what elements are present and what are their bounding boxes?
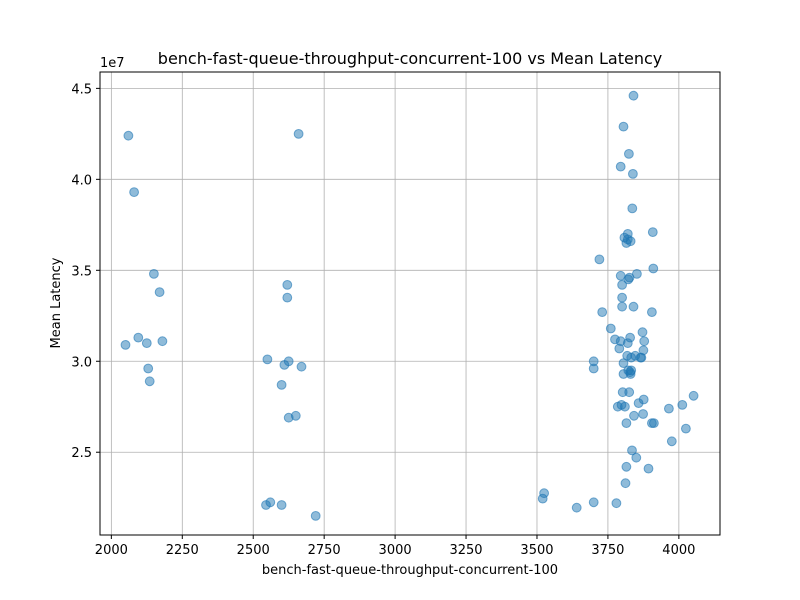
scatter-point [638,409,648,419]
scatter-point [611,498,622,509]
scatter-point [296,361,307,372]
plot-area-frame [99,71,721,536]
scatter-point [638,345,649,356]
scatter-point [290,410,301,421]
scatter-point [620,401,630,412]
scatter-point [621,418,632,429]
y-tick-label: 2.5 [71,446,92,461]
scatter-point [627,445,637,456]
scatter-point [681,423,691,434]
x-tick-label: 2250 [166,543,199,558]
scatter-point [637,327,648,338]
scatter-point [628,90,639,101]
scatter-point [625,332,635,343]
x-tick-label: 2750 [308,543,341,558]
scatter-point [133,332,144,343]
scatter-point [597,307,608,318]
scatter-point [664,403,674,414]
scatter-point [628,169,638,179]
scatter-point [627,203,638,214]
scatter-point [618,121,629,132]
scatter-point [571,502,582,513]
scatter-point [638,394,649,405]
scatter-point [620,478,631,489]
scatter-point [677,400,688,410]
scatter-point [647,227,658,238]
scatter-point [594,254,605,265]
scatter-point [143,363,154,374]
scatter-point [628,301,639,312]
scatter-point [276,380,287,390]
data-points [120,90,699,521]
scatter-point [617,280,627,290]
scatter-point [129,187,140,198]
x-tick-label: 2500 [237,543,270,558]
y-axis-ticks: 2.5 3.0 3.5 4.0 4.5 [71,82,100,461]
scatter-point [648,263,659,274]
scatter-point [617,301,627,312]
scatter-point [649,418,659,429]
scatter-point [588,497,599,508]
scatter-point [149,269,159,279]
scatter-point [276,500,287,510]
scatter-point [154,287,165,298]
y-tick-label: 4.5 [71,82,92,97]
scatter-point [283,356,294,367]
grid-lines [100,72,720,535]
scatter-point [624,149,634,159]
scatter-point [605,323,616,334]
x-tick-label: 3000 [379,543,412,558]
scatter-point [666,436,677,447]
scatter-point [265,497,276,508]
x-tick-label: 4000 [662,543,695,558]
scatter-point [626,365,637,376]
scatter-point [282,292,293,303]
scatter-point [157,336,168,347]
scatter-point [632,269,642,279]
y-tick-label: 3.0 [71,355,92,370]
scatter-point [539,488,549,499]
x-tick-label: 3750 [591,543,624,558]
scatter-point [141,338,152,349]
y-tick-label: 4.0 [71,173,92,188]
scatter-point [282,280,293,290]
scatter-point [262,354,273,365]
scatter-point [624,387,635,398]
scatter-point [293,129,304,139]
scatter-point [120,340,131,350]
scatter-point [688,390,699,401]
scatter-point [144,376,155,387]
scatter-point [639,336,650,347]
scatter-point [310,511,321,521]
y-axis-offset-label: 1e7 [100,56,125,71]
x-axis-label: bench-fast-queue-throughput-concurrent-1… [262,563,558,578]
scatter-point [647,307,657,318]
x-tick-label: 3500 [520,543,553,558]
y-tick-label: 3.5 [71,264,92,279]
scatter-point [588,356,599,367]
y-axis-label: Mean Latency [49,257,64,348]
scatter-point [123,130,134,141]
scatter-point [625,236,636,247]
x-tick-label: 3250 [449,543,482,558]
scatter-point [615,161,626,172]
scatter-point [643,463,654,474]
scatter-point [631,452,642,463]
scatter-point [617,292,627,303]
scatter-point [621,461,632,472]
x-tick-label: 2000 [95,543,128,558]
x-axis-ticks: 2000 2250 2500 2750 3000 3250 3500 3750 4000 [95,535,695,558]
chart-title: bench-fast-queue-throughput-concurrent-1… [158,49,662,68]
scatter-point [629,410,639,421]
